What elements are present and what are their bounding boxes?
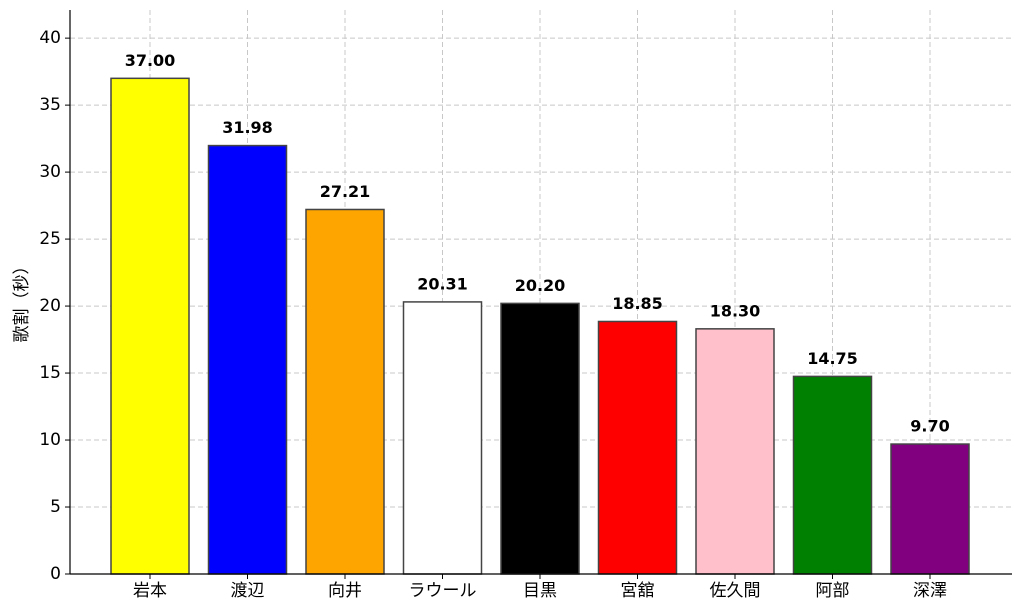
bar [207, 144, 288, 575]
value-label: 31.98 [222, 118, 273, 137]
bar [792, 375, 873, 575]
y-tick-label: 40 [39, 28, 61, 48]
value-label: 27.21 [320, 182, 371, 201]
y-tick-label: 0 [50, 564, 61, 584]
x-tick-label: 渡辺 [231, 581, 265, 601]
x-tick-label: 佐久間 [710, 581, 761, 601]
y-tick-label: 30 [39, 162, 61, 182]
value-label: 20.31 [417, 274, 468, 293]
value-label: 20.20 [515, 276, 566, 295]
value-label: 18.85 [612, 294, 663, 313]
y-tick-label: 20 [39, 296, 61, 316]
value-label: 9.70 [910, 417, 949, 436]
bar [110, 77, 190, 575]
x-tick-label: 目黒 [523, 581, 557, 601]
y-tick-label: 35 [39, 95, 61, 115]
x-tick-label: 深澤 [913, 581, 947, 601]
y-axis-label: 歌割（秒） [12, 258, 32, 343]
bar [500, 302, 580, 575]
bar [402, 301, 483, 575]
x-tick-label: 岩本 [133, 581, 167, 601]
value-label: 37.00 [125, 51, 176, 70]
value-label: 14.75 [807, 349, 858, 368]
x-tick-label: ラウール [409, 581, 477, 601]
bar [305, 208, 385, 575]
bar [695, 328, 775, 575]
y-tick-label: 10 [39, 430, 61, 450]
bar [890, 443, 970, 575]
x-tick-label: 向井 [328, 581, 362, 601]
x-tick-label: 阿部 [816, 581, 850, 601]
y-tick-label: 15 [39, 363, 61, 383]
x-tick-label: 宮舘 [621, 580, 655, 601]
y-tick-label: 25 [39, 229, 61, 249]
value-label: 18.30 [710, 301, 761, 320]
bar [597, 320, 678, 575]
y-tick-label: 5 [50, 497, 61, 517]
